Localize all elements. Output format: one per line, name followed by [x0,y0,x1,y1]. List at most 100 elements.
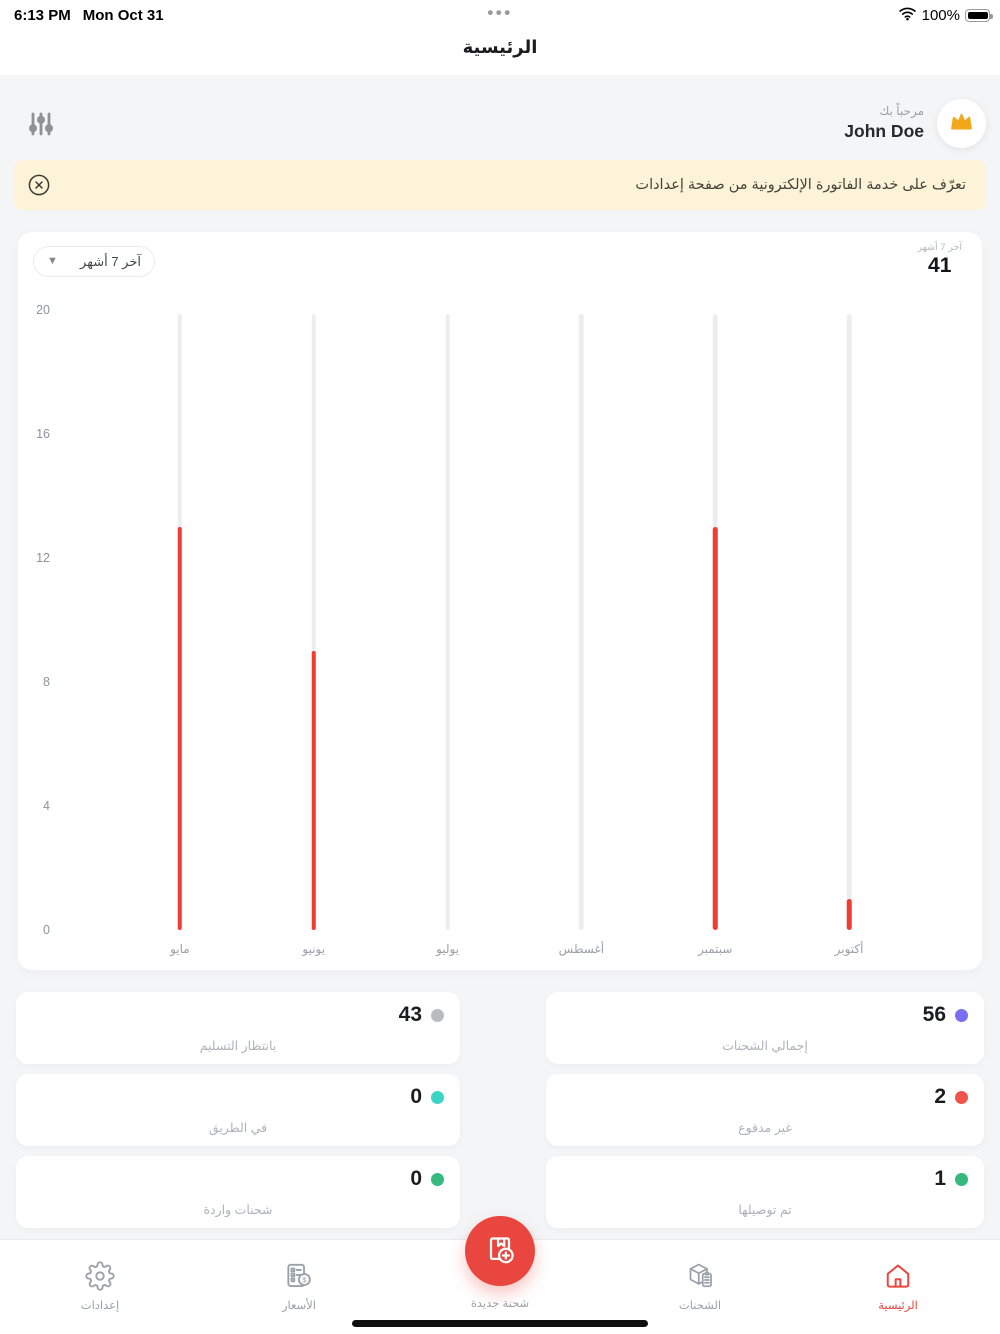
einvoice-banner: تعرّف على خدمة الفاتورة الإلكترونية من ص… [14,160,986,210]
new-shipment-fab-button[interactable] [465,1216,535,1286]
tab-shipments[interactable]: الشحنات [640,1240,760,1334]
tab-new-shipment[interactable]: شحنة جديدة [440,1216,560,1334]
stat-value: 0 [410,1167,422,1190]
stat-label: غير مدفوع [738,1121,792,1135]
stat-card[interactable]: 1 تم توصيلها [546,1156,984,1228]
bar-column [648,310,782,930]
banner-close-button[interactable] [28,174,50,196]
bar-track [445,314,450,930]
bar-column [782,310,916,930]
status-dot-icon [431,1008,444,1022]
stat-value: 1 [934,1167,946,1190]
stat-value-row: 1 [934,1167,968,1191]
stat-value-row: 0 [410,1085,444,1109]
status-time-date: 6:13 PM Mon Oct 31 [14,7,164,24]
tab-prices[interactable]: $ الأسعار [239,1240,359,1334]
stat-value: 2 [934,1085,946,1108]
chart-x-axis: مايو يونيو يوليو أغسطس سبتمبر أكتوبر [113,942,916,956]
stat-label: شحنات واردة [203,1203,273,1217]
status-dot-icon [431,1172,444,1186]
bar-column [514,310,648,930]
bar-track [579,314,584,930]
crown-icon [948,108,975,140]
bar-track [311,314,316,930]
y-tick-label: 20 [36,303,50,317]
period-selector-label: آخر 7 أشهر [80,253,141,269]
bar [311,651,316,930]
chart-summary-label: آخر 7 أشهر [917,242,962,253]
greeting-text: مرحباً بك [879,104,924,118]
filter-button[interactable] [22,107,60,145]
status-dot-icon [955,1008,968,1022]
stat-value: 0 [410,1085,422,1108]
stat-card[interactable]: 2 غير مدفوع [546,1074,984,1146]
status-date: Mon Oct 31 [82,7,164,24]
shipments-box-icon [685,1261,715,1291]
tab-label: الرئيسية [878,1300,918,1312]
user-name: John Doe [844,121,924,141]
bar-track [846,314,852,930]
stat-card[interactable]: 43 بانتظار التسليم [16,992,460,1064]
tab-bar: إعدادات $ الأسعار [0,1216,1000,1334]
tab-label: شحنة جديدة [470,1298,530,1310]
stat-value: 56 [922,1003,946,1026]
stat-card[interactable]: 0 في الطريق [16,1074,460,1146]
period-selector[interactable]: آخر 7 أشهر ▼ [33,246,155,277]
x-tick-label: أغسطس [558,942,605,956]
stat-label: بانتظار التسليم [199,1039,277,1053]
bar [846,899,852,930]
stats-column-right: 56 إجمالي الشحنات 2 غير مدفوع 1 تم توصيلها [546,992,984,1238]
stat-label: إجمالي الشحنات [722,1039,808,1053]
bar-column [381,310,515,930]
stat-label: تم توصيلها [738,1203,792,1217]
bar [712,527,718,930]
status-bar: 6:13 PM Mon Oct 31 ••• 100% [0,0,1000,30]
greeting-header: مرحباً بك John Doe [14,92,986,156]
y-tick-label: 0 [43,923,50,937]
bar-column [113,310,247,930]
greeting-block: مرحباً بك John Doe [844,104,924,142]
status-dot-icon [955,1172,968,1186]
status-time: 6:13 PM [14,7,71,24]
y-tick-label: 4 [43,799,50,813]
chart-plot [113,310,916,930]
bar-column [247,310,381,930]
banner-text: تعرّف على خدمة الفاتورة الإلكترونية من ص… [635,177,966,193]
package-plus-icon [482,1231,518,1272]
stat-value-row: 0 [410,1167,444,1191]
status-indicators: 100% [898,6,993,25]
stat-value: 43 [398,1003,422,1026]
battery-icon [965,9,993,22]
sliders-filter-icon [25,108,57,145]
status-dot-icon [955,1090,968,1104]
stat-card[interactable]: 0 شحنات واردة [16,1156,460,1228]
app-switcher-dots: ••• [487,3,513,22]
tab-home[interactable]: الرئيسية [838,1240,958,1334]
stat-card[interactable]: 56 إجمالي الشحنات [546,992,984,1064]
x-tick-label: يونيو [302,942,326,956]
chart-summary-value: 41 [928,254,952,277]
home-indicator[interactable] [352,1320,648,1327]
shipments-chart-card: آخر 7 أشهر ▼ آخر 7 أشهر 41 0 4 8 12 16 20 ماي… [18,232,982,970]
chart-y-axis: 0 4 8 12 16 20 [20,303,50,937]
battery-percent: 100% [921,7,960,24]
avatar[interactable] [937,99,986,148]
y-tick-label: 12 [36,551,50,565]
svg-text:$: $ [302,1275,307,1284]
page-title: الرئيسية [462,37,538,57]
wifi-icon [898,6,917,25]
bar [177,527,183,930]
stat-value-row: 56 [923,1003,968,1027]
tab-settings[interactable]: إعدادات [40,1240,160,1334]
y-tick-label: 16 [36,427,50,441]
stat-value-row: 2 [934,1085,968,1109]
x-tick-label: مايو [170,942,190,956]
stat-label: في الطريق [208,1121,268,1135]
y-tick-label: 8 [43,675,50,689]
tab-label: إعدادات [80,1300,120,1312]
gear-icon [85,1261,115,1291]
x-tick-label: سبتمبر [697,942,733,956]
chevron-down-icon: ▼ [47,255,58,267]
x-tick-label: يوليو [436,942,460,956]
